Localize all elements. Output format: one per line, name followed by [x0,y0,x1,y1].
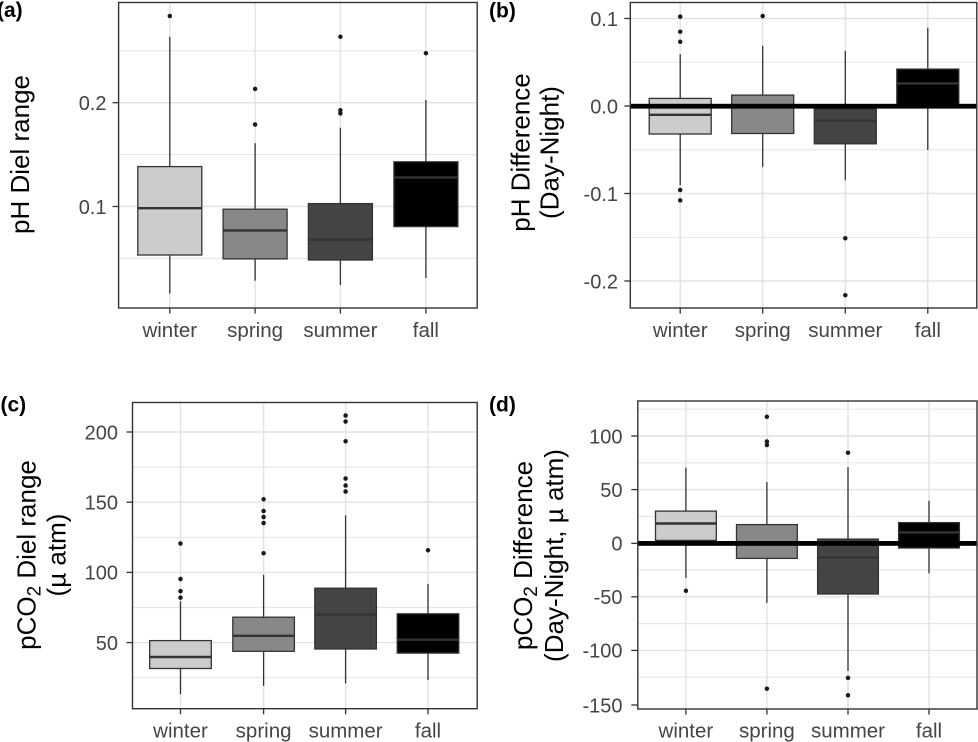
svg-text:-0.1: -0.1 [584,184,618,206]
svg-text:winter: winter [152,719,208,742]
svg-text:50: 50 [96,633,118,655]
svg-text:100: 100 [85,563,118,585]
svg-text:100: 100 [589,426,622,448]
svg-text:pCO2 Difference: pCO2 Difference [508,461,542,650]
svg-text:fall: fall [413,319,439,342]
svg-text:0.0: 0.0 [590,96,618,118]
svg-text:summer: summer [811,719,885,742]
svg-text:spring: spring [739,719,795,742]
svg-text:spring: spring [236,719,292,742]
svg-text:(b): (b) [489,0,516,22]
svg-text:(Day-Night, µ atm): (Day-Night, µ atm) [539,449,569,662]
svg-text:-50: -50 [594,587,623,609]
svg-text:pH Diel range: pH Diel range [5,75,35,234]
svg-text:-0.2: -0.2 [584,271,618,293]
svg-text:spring: spring [227,319,283,342]
svg-text:(µ atm): (µ atm) [42,514,72,597]
svg-text:fall: fall [916,719,942,742]
svg-text:-100: -100 [582,641,622,663]
svg-text:fall: fall [415,719,441,742]
svg-text:50: 50 [600,480,622,502]
svg-text:fall: fall [915,319,941,342]
svg-text:spring: spring [735,319,791,342]
svg-text:winter: winter [652,319,708,342]
svg-text:(a): (a) [0,0,23,22]
svg-text:winter: winter [658,719,714,742]
svg-text:150: 150 [85,493,118,515]
svg-text:0.1: 0.1 [79,197,107,219]
svg-text:200: 200 [85,422,118,444]
svg-text:0.1: 0.1 [590,9,618,31]
svg-text:0: 0 [611,534,622,556]
svg-text:summer: summer [808,319,882,342]
svg-text:-150: -150 [582,695,622,717]
svg-text:winter: winter [141,319,197,342]
svg-text:summer: summer [303,319,377,342]
svg-text:(Day-Night): (Day-Night) [535,86,565,219]
svg-text:summer: summer [309,719,383,742]
svg-text:(c): (c) [1,394,27,417]
svg-text:pCO2 Diel range: pCO2 Diel range [12,460,46,650]
svg-text:pH Difference: pH Difference [506,73,536,232]
svg-text:(d): (d) [489,394,516,417]
svg-text:0.2: 0.2 [79,93,107,115]
